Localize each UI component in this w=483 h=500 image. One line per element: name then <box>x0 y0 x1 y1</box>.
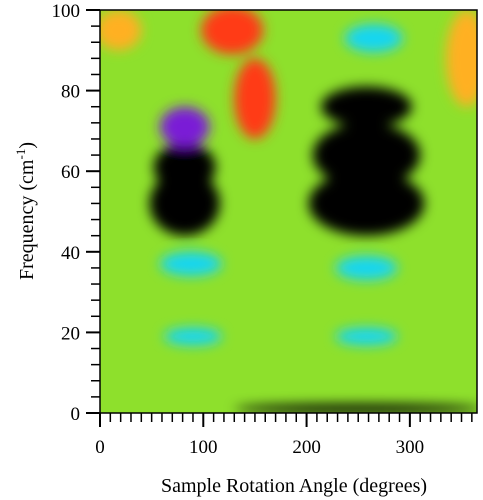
heatmap-region-red-top-center-2 <box>234 58 276 139</box>
y-tick-label: 80 <box>61 82 80 103</box>
heatmap-regions <box>100 10 477 413</box>
heatmap-region-dark-lobe-left-mid <box>153 142 216 192</box>
y-tick-label: 40 <box>61 243 80 264</box>
heatmap-region-cyan-spot-left-37 <box>159 251 222 276</box>
y-axis: 0 20 40 60 80 100 <box>52 1 100 425</box>
plot-frame <box>99 9 478 414</box>
heatmap-region-cyan-spot-left-20 <box>164 327 222 346</box>
heatmap-region-dark-lobe-right <box>308 171 425 236</box>
y-tick-label: 0 <box>71 404 81 425</box>
x-axis-title: Sample Rotation Angle (degrees) <box>161 475 427 497</box>
x-tick-label: 100 <box>189 437 218 458</box>
heatmap-region-cyan-spot-top-right <box>344 24 403 53</box>
x-tick-label: 300 <box>396 437 425 458</box>
heatmap-region-dark-lobe-left-upper <box>159 106 210 148</box>
heatmap-region-dark-lobe-left <box>149 171 220 236</box>
heatmap-region-dark-bottom-strip <box>234 404 477 413</box>
x-tick-label: 200 <box>292 437 321 458</box>
y-axis-title-close: ) <box>16 142 38 149</box>
heatmap-plot-area <box>100 10 477 413</box>
heatmap-region-cyan-spot-right-37 <box>335 255 398 281</box>
y-axis-title: Frequency (cm-1) <box>13 142 38 280</box>
y-tick-label: 100 <box>52 1 81 22</box>
y-axis-title-main: Frequency (cm <box>16 159 38 280</box>
heatmap-region-red-top-center <box>201 10 264 55</box>
heatmap-region-orange-top-right <box>446 10 477 107</box>
y-axis-title-sup: -1 <box>13 149 28 160</box>
heatmap-region-dark-lobe-right-upper <box>321 86 412 127</box>
y-tick-label: 20 <box>61 323 80 344</box>
heatmap-region-orange-top-left <box>100 10 142 51</box>
heatmap-region-cyan-spot-right-20 <box>335 327 398 346</box>
heatmap-region-dark-lobe-right-mid <box>312 122 421 188</box>
x-axis: 0 100 200 300 <box>95 413 473 458</box>
x-tick-label: 0 <box>95 437 105 458</box>
y-tick-label: 60 <box>61 162 80 183</box>
